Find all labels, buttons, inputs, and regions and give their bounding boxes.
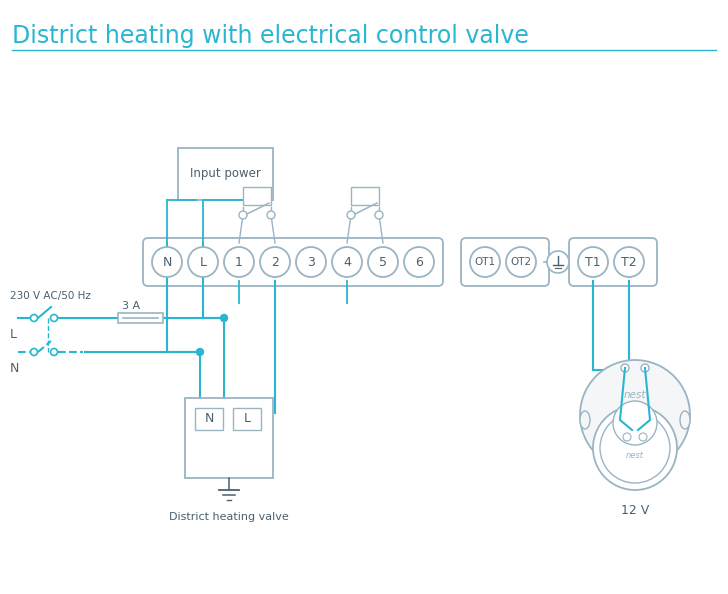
Circle shape — [50, 349, 58, 355]
Text: 230 V AC/50 Hz: 230 V AC/50 Hz — [10, 291, 91, 301]
FancyBboxPatch shape — [143, 238, 443, 286]
Text: nest: nest — [624, 390, 646, 400]
Text: N: N — [10, 362, 20, 374]
Circle shape — [31, 314, 38, 321]
Circle shape — [506, 247, 536, 277]
Text: 3: 3 — [307, 255, 315, 268]
Circle shape — [614, 247, 644, 277]
Circle shape — [375, 211, 383, 219]
Circle shape — [31, 349, 38, 355]
Circle shape — [593, 406, 677, 490]
Circle shape — [197, 349, 204, 355]
Ellipse shape — [580, 411, 590, 429]
FancyBboxPatch shape — [178, 148, 273, 200]
Text: 6: 6 — [415, 255, 423, 268]
Circle shape — [600, 413, 670, 483]
Text: T2: T2 — [621, 255, 637, 268]
Circle shape — [267, 211, 275, 219]
FancyBboxPatch shape — [118, 313, 163, 323]
Text: OT1: OT1 — [475, 257, 496, 267]
Circle shape — [260, 247, 290, 277]
Circle shape — [188, 247, 218, 277]
Circle shape — [152, 247, 182, 277]
Circle shape — [621, 364, 629, 372]
Circle shape — [641, 364, 649, 372]
Text: 12 V: 12 V — [621, 504, 649, 517]
Circle shape — [613, 401, 657, 445]
Text: OT2: OT2 — [510, 257, 531, 267]
FancyBboxPatch shape — [461, 238, 549, 286]
Text: L: L — [10, 327, 17, 340]
Circle shape — [332, 247, 362, 277]
Text: 5: 5 — [379, 255, 387, 268]
Text: N: N — [162, 255, 172, 268]
Circle shape — [404, 247, 434, 277]
Circle shape — [347, 211, 355, 219]
Text: 3 A: 3 A — [122, 301, 140, 311]
Text: District heating with electrical control valve: District heating with electrical control… — [12, 24, 529, 48]
Text: T1: T1 — [585, 255, 601, 268]
FancyBboxPatch shape — [233, 408, 261, 430]
Circle shape — [470, 247, 500, 277]
Circle shape — [639, 433, 647, 441]
Circle shape — [368, 247, 398, 277]
FancyBboxPatch shape — [351, 187, 379, 205]
FancyBboxPatch shape — [185, 398, 273, 478]
Circle shape — [547, 251, 569, 273]
Text: 4: 4 — [343, 255, 351, 268]
Circle shape — [221, 314, 227, 321]
Text: 1: 1 — [235, 255, 243, 268]
Text: nest: nest — [626, 451, 644, 460]
Circle shape — [239, 211, 247, 219]
FancyBboxPatch shape — [243, 187, 271, 205]
Text: L: L — [199, 255, 207, 268]
Ellipse shape — [680, 411, 690, 429]
Text: District heating valve: District heating valve — [169, 512, 289, 522]
Text: 2: 2 — [271, 255, 279, 268]
Text: Input power: Input power — [190, 168, 261, 181]
Circle shape — [580, 360, 690, 470]
Text: L: L — [243, 412, 250, 425]
Circle shape — [578, 247, 608, 277]
Circle shape — [623, 433, 631, 441]
Circle shape — [224, 247, 254, 277]
Circle shape — [50, 314, 58, 321]
Text: N: N — [205, 412, 214, 425]
Circle shape — [296, 247, 326, 277]
FancyBboxPatch shape — [569, 238, 657, 286]
FancyBboxPatch shape — [195, 408, 223, 430]
